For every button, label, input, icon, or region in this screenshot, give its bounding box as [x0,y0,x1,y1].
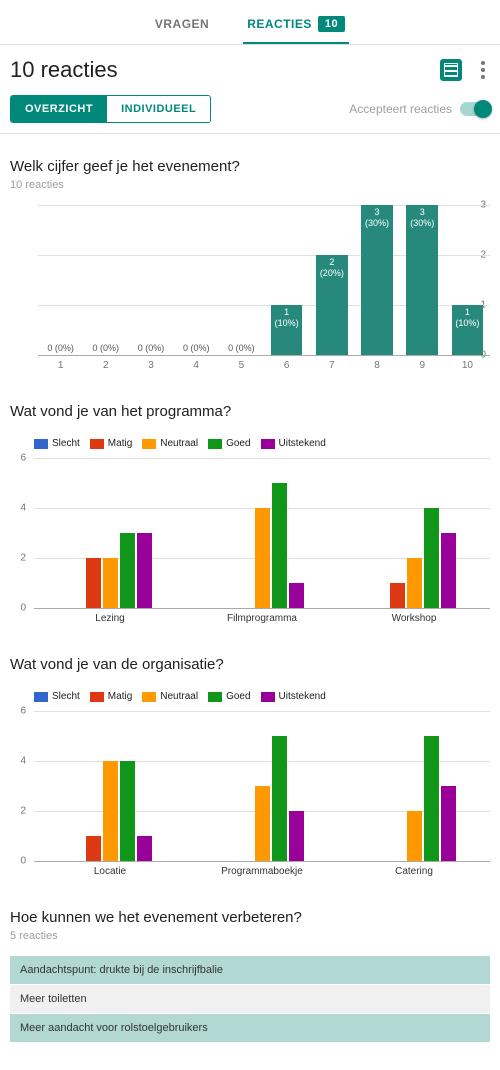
question-2: Wat vond je van het programma? SlechtMat… [0,403,500,656]
question-4: Hoe kunnen we het evenement verbeteren? … [0,909,500,1070]
grouped-bar [137,533,152,608]
grouped-bar [255,508,270,608]
q1-chart: 01230 (0%)0 (0%)0 (0%)0 (0%)0 (0%)1(10%)… [10,205,490,375]
accepting-label: Accepteert reacties [349,102,452,116]
tab-responses-label: REACTIES [247,17,312,31]
sheets-icon[interactable] [440,59,462,81]
tabs-bar: VRAGEN REACTIES 10 [0,0,500,45]
q3-title: Wat vond je van de organisatie? [10,656,490,673]
tab-responses[interactable]: REACTIES 10 [243,8,349,44]
grouped-bar [424,736,439,861]
overview-button[interactable]: OVERZICHT [11,96,107,122]
q1-bar: 1(10%) [271,305,303,355]
grouped-bar [137,836,152,861]
response-item: Meer aandacht voor rolstoelgebruikers [10,1014,490,1042]
response-item: Aandachtspunt: drukte bij de inschrijfba… [10,956,490,984]
grouped-bar [255,786,270,861]
grouped-bar [103,558,118,608]
grouped-bar [441,786,456,861]
grouped-bar [441,533,456,608]
q1-title: Welk cijfer geef je het evenement? [10,158,490,175]
question-1: Welk cijfer geef je het evenement? 10 re… [0,158,500,403]
more-menu-icon[interactable] [476,61,490,79]
subheader-row: OVERZICHT INDIVIDUEEL Accepteert reactie… [0,91,500,133]
accepting-responses: Accepteert reacties [349,102,490,116]
q1-bar: 3(30%) [406,205,438,355]
q2-chart: SlechtMatigNeutraalGoedUitstekend0246Lez… [10,438,490,628]
grouped-bar [407,811,422,861]
individual-button[interactable]: INDIVIDUEEL [107,96,210,122]
q2-title: Wat vond je van het programma? [10,403,490,420]
grouped-bar [289,583,304,608]
grouped-bar [390,583,405,608]
grouped-bar [86,558,101,608]
grouped-bar [407,558,422,608]
grouped-bar [289,811,304,861]
q4-responses: Aandachtspunt: drukte bij de inschrijfba… [10,956,490,1042]
q1-bar: 1(10%) [452,305,484,355]
q3-chart: SlechtMatigNeutraalGoedUitstekend0246Loc… [10,691,490,881]
page-title: 10 reacties [10,57,440,83]
grouped-bar [272,483,287,608]
grouped-bar [103,761,118,861]
q1-bar: 3(30%) [361,205,393,355]
tab-questions[interactable]: VRAGEN [151,9,213,43]
divider [0,133,500,134]
responses-count-badge: 10 [318,16,345,32]
grouped-bar [86,836,101,861]
response-item: Meer toiletten [10,985,490,1013]
q1-sub: 10 reacties [10,179,490,191]
question-3: Wat vond je van de organisatie? SlechtMa… [0,656,500,909]
grouped-bar [424,508,439,608]
grouped-bar [120,533,135,608]
header-row: 10 reacties [0,45,500,91]
q4-title: Hoe kunnen we het evenement verbeteren? [10,909,490,926]
accepting-toggle[interactable] [460,102,490,116]
q4-sub: 5 reacties [10,930,490,942]
grouped-bar [272,736,287,861]
q1-bar: 2(20%) [316,255,348,355]
view-segmented: OVERZICHT INDIVIDUEEL [10,95,211,123]
grouped-bar [120,761,135,861]
